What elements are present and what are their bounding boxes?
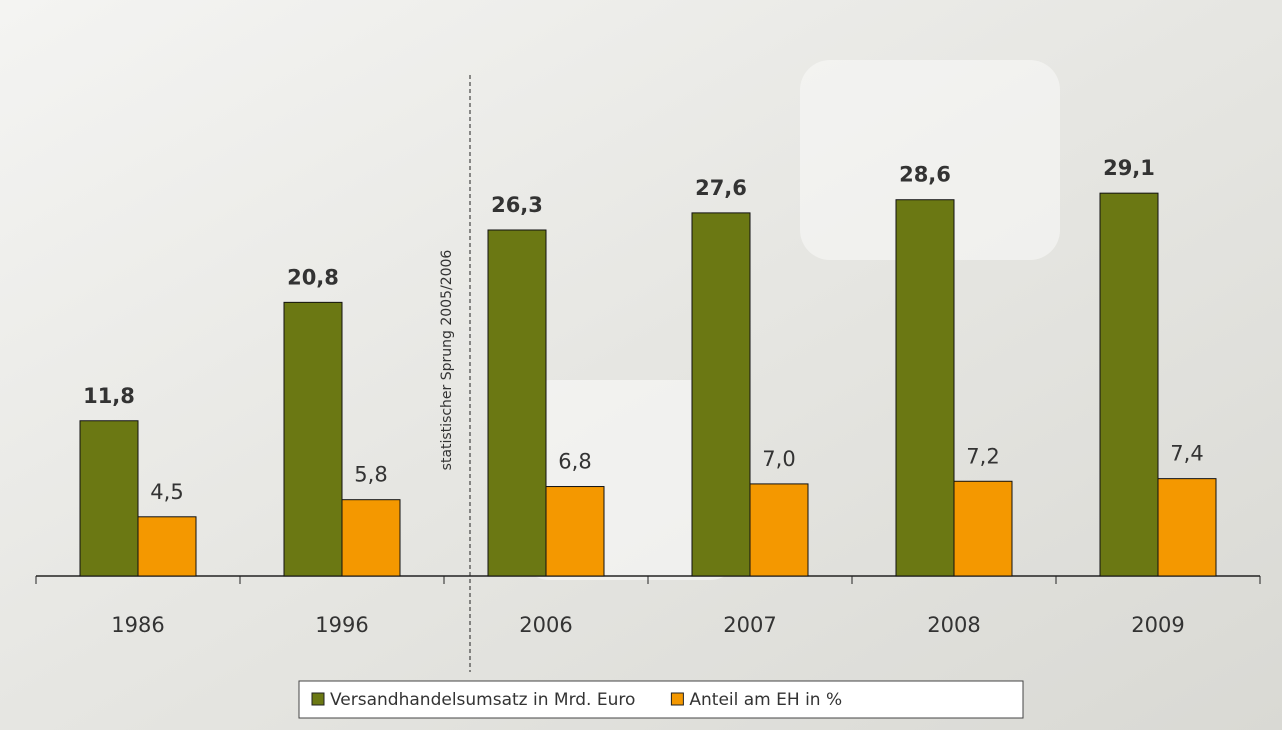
x-tick-label: 2009: [1131, 613, 1184, 637]
chart: statistischer Sprung 2005/2006 1986 11,8 4…: [0, 0, 1282, 730]
legend-swatch: [671, 693, 683, 705]
x-tick-label: 1986: [111, 613, 164, 637]
value-label: 6,8: [558, 450, 591, 474]
bar: [692, 213, 750, 576]
value-label: 27,6: [695, 176, 747, 200]
bar: [138, 517, 196, 576]
bar: [80, 421, 138, 576]
legend-label: Versandhandelsumsatz in Mrd. Euro: [330, 690, 635, 710]
bar: [750, 484, 808, 576]
legend-swatch: [312, 693, 324, 705]
x-tick-label: 1996: [315, 613, 368, 637]
bar: [1158, 479, 1216, 576]
value-label: 11,8: [83, 384, 135, 408]
x-tick-label: 2006: [519, 613, 572, 637]
x-tick-label: 2007: [723, 613, 776, 637]
bar: [1100, 193, 1158, 576]
bar: [342, 500, 400, 576]
bar: [954, 481, 1012, 576]
bar: [284, 302, 342, 576]
value-label: 7,0: [762, 447, 795, 471]
value-label: 7,4: [1170, 442, 1203, 466]
page: statistischer Sprung 2005/2006 1986 11,8 4…: [0, 0, 1282, 730]
value-label: 29,1: [1103, 156, 1155, 180]
value-label: 26,3: [491, 193, 543, 217]
value-label: 4,5: [150, 480, 183, 504]
annotation: statistischer Sprung 2005/2006: [439, 250, 455, 471]
bar: [546, 487, 604, 576]
bar: [488, 230, 546, 576]
value-label: 20,8: [287, 265, 339, 289]
value-label: 7,2: [966, 444, 999, 468]
bar: [896, 200, 954, 576]
x-tick-label: 2008: [927, 613, 980, 637]
value-label: 28,6: [899, 163, 951, 187]
background: [0, 0, 1282, 730]
value-label: 5,8: [354, 463, 387, 487]
legend-label: Anteil am EH in %: [689, 690, 842, 710]
